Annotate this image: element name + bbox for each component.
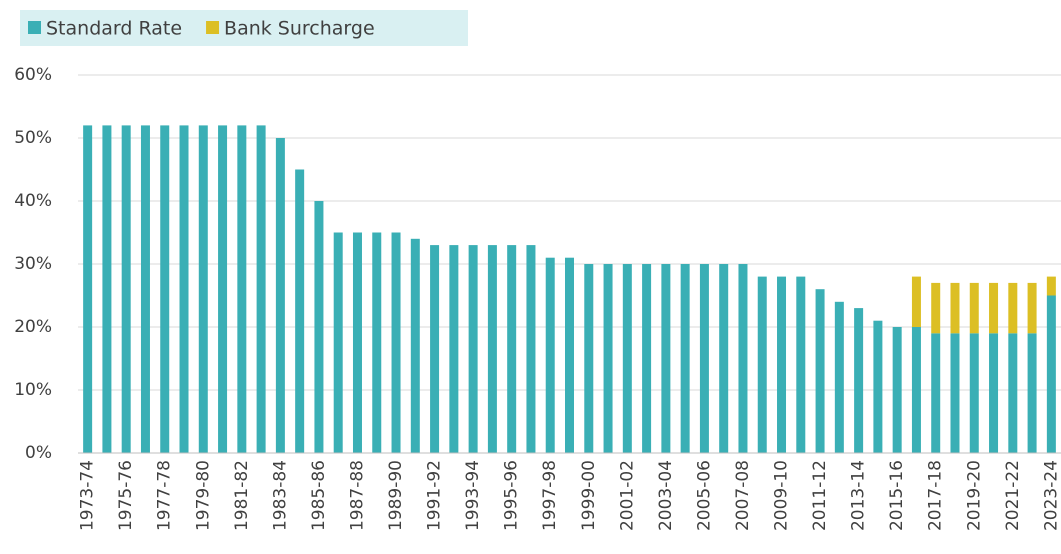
y-tick-label: 60% <box>14 65 52 85</box>
x-tick-label: 1973-74 <box>78 460 98 531</box>
x-tick-label: 1993-94 <box>463 460 483 531</box>
bar <box>198 125 208 454</box>
x-tick-label: 1995-96 <box>502 460 522 531</box>
bar <box>738 264 748 453</box>
x-tick-label: 2021-22 <box>1003 460 1023 531</box>
bar <box>140 125 150 454</box>
legend-background <box>20 10 468 46</box>
bar <box>1046 276 1056 296</box>
bar <box>526 245 536 453</box>
bar <box>680 264 690 453</box>
bar <box>622 264 632 453</box>
bar <box>565 257 574 453</box>
bar <box>102 125 112 454</box>
x-tick-label: 2001-02 <box>617 460 637 531</box>
bar <box>121 125 131 454</box>
bar <box>777 276 787 453</box>
x-tick-label: 1977-78 <box>155 460 175 531</box>
y-tick-label: 30% <box>14 254 52 274</box>
bar <box>237 125 247 454</box>
x-tick-label: 1983-84 <box>270 460 290 531</box>
bar <box>314 201 324 453</box>
x-tick-label: 1997-98 <box>540 460 560 531</box>
x-tick-label: 1985-86 <box>309 460 329 531</box>
x-tick-label: 2009-10 <box>772 460 792 531</box>
bar <box>295 169 305 453</box>
bar <box>815 289 825 453</box>
legend-swatch <box>28 21 41 34</box>
bar <box>218 125 228 454</box>
bar <box>931 333 941 453</box>
bar <box>179 125 189 454</box>
bar <box>352 232 362 453</box>
legend: Standard Rate Bank Surcharge <box>28 18 375 40</box>
bar <box>1008 282 1018 334</box>
bar <box>256 125 266 454</box>
x-tick-label: 2017-18 <box>926 460 946 531</box>
bar <box>989 282 999 334</box>
bar <box>372 232 382 453</box>
bar <box>834 301 844 453</box>
bar <box>603 264 613 453</box>
bar <box>333 232 343 453</box>
legend-label: Bank Surcharge <box>224 18 375 40</box>
bar <box>931 282 941 334</box>
y-tick-label: 0% <box>25 443 52 463</box>
bar <box>950 282 960 334</box>
bar <box>950 333 960 453</box>
bar <box>468 245 478 453</box>
bar <box>892 327 902 453</box>
legend-label: Standard Rate <box>46 18 182 40</box>
bar <box>911 327 921 453</box>
bar <box>873 320 883 453</box>
x-tick-label: 2015-16 <box>887 460 907 531</box>
bar <box>642 264 652 453</box>
bar <box>83 125 93 454</box>
bar <box>969 282 979 334</box>
bar <box>854 308 864 453</box>
bar <box>911 276 921 327</box>
bar <box>719 264 729 453</box>
x-tick-label: 2019-20 <box>964 460 984 531</box>
bar <box>1008 333 1018 453</box>
x-tick-label: 1975-76 <box>116 460 136 531</box>
x-tick-label: 2005-06 <box>694 460 714 531</box>
x-tick-label: 1991-92 <box>425 460 445 531</box>
bar <box>449 245 459 453</box>
bar <box>487 245 497 453</box>
x-tick-label: 1999-00 <box>579 460 599 531</box>
bar <box>1046 295 1056 453</box>
bar <box>430 245 440 453</box>
y-tick-label: 50% <box>14 128 52 148</box>
x-tick-label: 1981-82 <box>232 460 252 531</box>
y-tick-label: 20% <box>14 317 52 337</box>
x-tick-label: 2003-04 <box>656 460 676 531</box>
bar <box>507 245 517 453</box>
x-tick-label: 2023-24 <box>1041 460 1061 531</box>
x-tick-label: 2007-08 <box>733 460 753 531</box>
bar <box>661 264 671 453</box>
bar <box>391 232 401 453</box>
y-tick-label: 40% <box>14 191 52 211</box>
bar <box>545 257 555 453</box>
legend-swatch <box>206 21 220 34</box>
bar <box>584 264 594 453</box>
x-tick-label: 2013-14 <box>849 460 869 531</box>
bar <box>796 276 806 453</box>
bar <box>1027 282 1037 334</box>
bar <box>969 333 979 453</box>
bar <box>275 138 285 453</box>
x-tick-label: 1979-80 <box>193 460 213 531</box>
bar <box>989 333 999 453</box>
bar <box>410 238 420 453</box>
y-tick-label: 10% <box>14 380 52 400</box>
x-tick-label: 2011-12 <box>810 460 830 531</box>
x-tick-label: 1987-88 <box>347 460 367 531</box>
bar <box>757 276 767 453</box>
bar <box>1027 333 1037 453</box>
x-tick-label: 1989-90 <box>386 460 406 531</box>
bar <box>699 264 709 453</box>
bar <box>160 125 170 454</box>
